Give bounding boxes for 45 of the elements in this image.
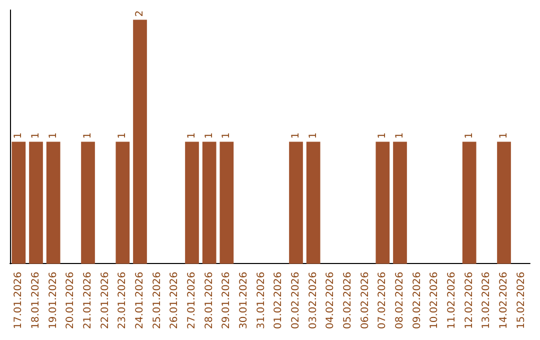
x-tick-label: 05.02.2026 — [342, 272, 354, 330]
data-label: 1 — [117, 132, 128, 139]
x-tick-label: 24.01.2026 — [134, 272, 146, 330]
x-tick-label: 28.01.2026 — [204, 272, 215, 330]
x-tick-label: 11.02.2026 — [446, 272, 458, 330]
data-label: 1 — [498, 132, 510, 139]
x-tick-label: 09.02.2026 — [412, 272, 423, 330]
x-tick-label: 17.01.2026 — [13, 272, 24, 330]
data-label: 1 — [204, 132, 215, 139]
data-label: 1 — [290, 132, 302, 139]
x-tick-label: 31.01.2026 — [256, 272, 267, 330]
x-tick-label: 02.02.2026 — [290, 272, 302, 330]
x-tick-label: 20.01.2026 — [65, 272, 76, 330]
data-label: 1 — [30, 132, 42, 139]
x-tick-label: 29.01.2026 — [221, 272, 232, 330]
x-tick-label: 12.02.2026 — [464, 272, 475, 330]
x-tick-label: 01.02.2026 — [273, 272, 284, 330]
data-label: 1 — [308, 132, 319, 139]
x-tick-label: 08.02.2026 — [394, 272, 406, 330]
x-tick-label: 30.01.2026 — [238, 272, 250, 330]
data-label: 1 — [48, 132, 59, 139]
x-tick-label: 13.02.2026 — [481, 272, 492, 330]
x-tick-label: 21.01.2026 — [82, 272, 94, 330]
x-tick-label: 25.01.2026 — [152, 272, 163, 330]
x-tick-label: 23.01.2026 — [117, 272, 128, 330]
x-tick-label: 19.01.2026 — [48, 272, 59, 330]
data-label: 1 — [394, 132, 406, 139]
data-label: 1 — [221, 132, 232, 139]
data-label: 1 — [186, 132, 198, 139]
data-label: 1 — [82, 132, 94, 139]
data-label: 1 — [377, 132, 388, 139]
x-tick-label: 22.01.2026 — [100, 272, 111, 330]
x-tick-label: 27.01.2026 — [186, 272, 198, 330]
data-label: 1 — [13, 132, 24, 139]
x-tick-label: 06.02.2026 — [360, 272, 371, 330]
data-label: 1 — [464, 132, 475, 139]
x-tick-label: 10.02.2026 — [429, 272, 440, 330]
x-tick-label: 26.01.2026 — [169, 272, 180, 330]
x-tick-label: 03.02.2026 — [308, 272, 319, 330]
x-tick-label: 18.01.2026 — [30, 272, 42, 330]
x-tick-label: 15.02.2026 — [516, 272, 527, 330]
x-tick-label: 14.02.2026 — [498, 272, 510, 330]
x-tick-label: 04.02.2026 — [325, 272, 336, 330]
data-label: 2 — [134, 10, 146, 17]
x-tick-label: 07.02.2026 — [377, 272, 388, 330]
